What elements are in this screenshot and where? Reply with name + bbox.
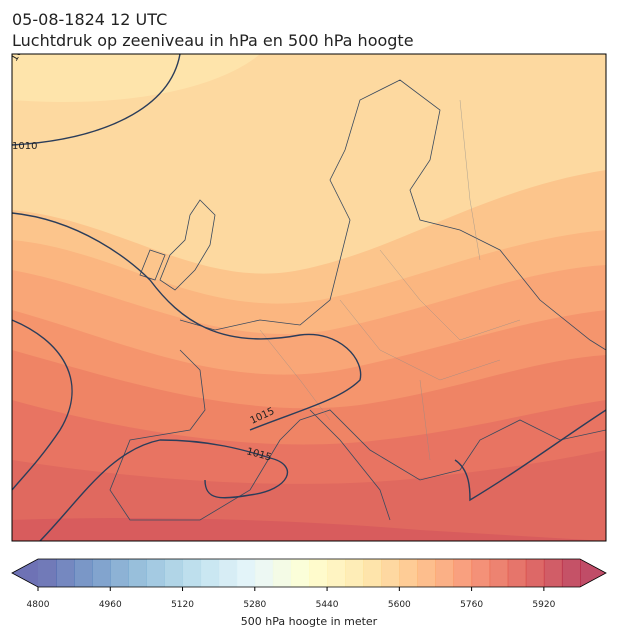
isobar [12,54,181,146]
isobar [454,409,606,502]
colorbar-bin [471,559,491,587]
colorbar-bin [327,559,346,587]
colorbar-bin [182,559,202,587]
colorbar-bin [417,559,436,587]
map-frame [11,53,607,542]
colorbar-bin [381,559,400,587]
isobar [12,319,73,491]
colorbar-tick-label: 4960 [99,600,122,610]
colorbar-bin [200,559,220,587]
colorbar-bin [236,559,256,587]
colorbar-bin [399,559,418,587]
title: 05-08-1824 12 UTC [12,10,167,29]
colorbar-bin [128,559,147,587]
colorbar-tick-label: 5440 [316,600,339,610]
colorbar-extend [580,559,606,587]
colorbar-bin [110,559,129,587]
colorbar-bin [561,559,581,587]
colorbar-bin [290,559,310,587]
colorbar-bin [435,559,455,587]
colorbar-bin [74,559,93,587]
colorbar-bin [489,559,509,587]
colorbar-bin [453,559,473,587]
colorbar-bin [92,559,111,587]
colorbar-bin [363,559,382,587]
subtitle: Luchtdruk op zeeniveau in hPa en 500 hPa… [12,31,414,50]
colorbar-bin [543,559,563,587]
colorbar-label: 500 hPa hoogte in meter [241,615,378,628]
colorbar-tick-label: 4800 [27,600,50,610]
band [12,518,606,541]
colorbar-bin [345,559,364,587]
colorbar-bin [507,559,527,587]
colorbar-bin [525,559,545,587]
colorbar-tick-label: 5760 [460,600,483,610]
colorbar-bin [56,559,75,587]
isobar [39,439,289,541]
colorbar-tick-label: 5280 [243,600,266,610]
colorbar-tick-label: 5600 [388,600,411,610]
colorbar-bin [218,559,238,587]
colorbar-bin [254,559,274,587]
isobar-label: 1010 [12,141,37,152]
colorbar-tick-label: 5120 [171,600,194,610]
colorbar-bin [146,559,165,587]
colorbar-bin [309,559,328,587]
coastline [109,79,606,521]
colorbar-bin [164,559,184,587]
border [259,99,521,461]
colorbar-bin [272,559,292,587]
isobar [12,212,362,431]
colorbar: 4800 4960 5120 5280 5440 5600 5760 5920 [11,558,607,610]
colorbar-extend [12,559,38,587]
map: 1005 1010 1015 1015 [12,54,606,541]
colorbar-bin [38,559,57,587]
colorbar-tick-label: 5920 [532,600,555,610]
band [12,54,260,102]
